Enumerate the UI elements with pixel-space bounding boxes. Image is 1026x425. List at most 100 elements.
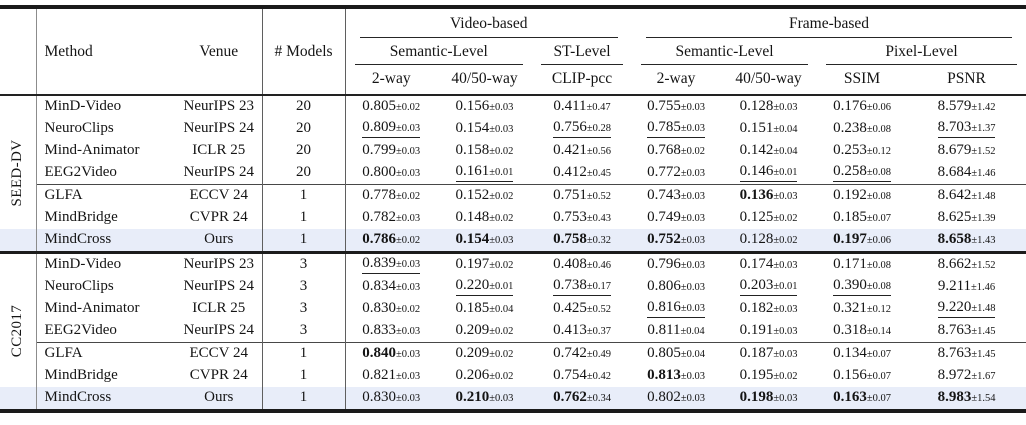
value-cell: 0.840±0.03 <box>345 342 437 365</box>
value-cell: 0.258±0.08 <box>817 162 907 185</box>
table-row: MindBridge CVPR 24 1 0.821±0.03 0.206±0.… <box>0 365 1026 387</box>
value-cell: 0.411±0.47 <box>553 97 611 114</box>
models-count-cell: 1 <box>261 342 346 365</box>
group-label-cell <box>0 207 37 229</box>
models-count-cell: 3 <box>261 276 346 298</box>
value-cell: 0.198±0.03 <box>720 387 818 411</box>
table-row: NeuroClips NeurIPS 24 3 0.834±0.03 0.220… <box>0 276 1026 298</box>
value-cell: 9.220±1.48 <box>907 298 1026 320</box>
table-header: Method Venue # Models Video-based Frame-… <box>0 7 1026 95</box>
value-cell: 0.182±0.03 <box>739 299 798 316</box>
models-count-cell: 1 <box>261 365 346 387</box>
group-label-cell <box>0 229 37 253</box>
value-cell: 0.805±0.02 <box>362 97 421 114</box>
venue-cell: CVPR 24 <box>189 367 248 384</box>
value-cell: 0.753±0.43 <box>553 208 611 225</box>
value-cell: 0.834±0.03 <box>362 277 421 294</box>
value-cell: 0.758±0.32 <box>532 229 633 253</box>
video-semantic-level-spanner: Semantic-Level <box>345 38 532 65</box>
method-cell: NeuroClips <box>44 120 114 137</box>
value-cell: 0.755±0.03 <box>647 97 705 114</box>
method-cell: EEG2Video <box>44 164 117 181</box>
group-label-cell <box>0 140 37 162</box>
models-count-cell: 3 <box>261 298 346 320</box>
value-cell: 0.806±0.03 <box>647 277 705 294</box>
group-label-cell <box>0 298 37 320</box>
venue-cell: NeurIPS 24 <box>183 120 254 137</box>
video-st-level-label: ST-Level <box>541 38 624 65</box>
table-row: Mind-Animator ICLR 25 3 0.830±0.02 0.185… <box>0 298 1026 320</box>
value-cell: 8.703±1.37 <box>907 118 1026 140</box>
group-label-cell <box>0 342 37 365</box>
method-cell: MinD-Video <box>36 251 176 276</box>
value-cell: 0.185±0.07 <box>833 208 891 225</box>
value-cell: 8.642±1.48 <box>907 184 1026 207</box>
models-count-cell: 1 <box>261 229 346 253</box>
group-label-header-cell <box>0 7 37 95</box>
value-cell: 0.152±0.02 <box>437 184 532 207</box>
benchmark-results-table: Method Venue # Models Video-based Frame-… <box>0 5 1026 413</box>
metric-header-video-4050way: 40/50-way <box>451 70 518 87</box>
table-body: MinD-Video NeurIPS 23 20 0.805±0.02 0.15… <box>0 95 1026 411</box>
group-label-cell <box>0 387 37 411</box>
models-count-cell: 1 <box>261 207 346 229</box>
value-cell: 0.151±0.04 <box>739 119 798 136</box>
value-cell: 9.211±1.46 <box>937 277 996 294</box>
value-cell: 8.684±1.46 <box>937 163 996 180</box>
value-cell: 0.786±0.02 <box>345 229 437 253</box>
metric-header-clip-pcc: CLIP-pcc <box>551 70 613 87</box>
frame-based-spanner: Frame-based <box>632 7 1026 38</box>
value-cell: 0.253±0.12 <box>833 141 891 158</box>
models-column-header: # Models <box>261 7 346 95</box>
table-row: GLFA ECCV 24 1 0.840±0.03 0.209±0.02 0.7… <box>0 342 1026 365</box>
table-row: MindCross Ours 1 0.830±0.03 0.210±0.03 0… <box>0 387 1026 411</box>
value-cell: 0.743±0.03 <box>632 184 721 207</box>
models-count-cell: 3 <box>261 320 346 343</box>
value-cell: 0.413±0.37 <box>553 321 611 338</box>
header-row-metrics: 2-way 40/50-way CLIP-pcc 2-way 40/50-way… <box>0 65 1026 95</box>
value-cell: 0.136±0.03 <box>720 184 818 207</box>
value-cell: 0.195±0.02 <box>739 366 798 383</box>
method-column-header: Method <box>44 42 93 60</box>
venue-cell: NeurIPS 24 <box>183 322 254 339</box>
venue-cell: CVPR 24 <box>189 209 248 226</box>
value-cell: 8.658±1.43 <box>907 229 1026 253</box>
value-cell: 0.778±0.02 <box>345 184 437 207</box>
value-cell: 0.156±0.03 <box>455 97 514 114</box>
header-row-subspanners: Semantic-Level ST-Level Semantic-Level P… <box>0 38 1026 65</box>
frame-semantic-level-label: Semantic-Level <box>641 38 809 65</box>
value-cell: 0.809±0.03 <box>345 118 437 140</box>
value-cell: 0.839±0.03 <box>345 251 437 276</box>
value-cell: 0.206±0.02 <box>455 366 514 383</box>
group-label-cell <box>0 118 37 140</box>
value-cell: 8.679±1.52 <box>937 141 996 158</box>
group-label-cell: CC2017 <box>0 305 37 357</box>
value-cell: 0.161±0.01 <box>437 162 532 185</box>
models-count-cell: 1 <box>261 387 346 411</box>
method-cell: MindBridge <box>44 367 118 384</box>
table-row: MinD-Video NeurIPS 23 20 0.805±0.02 0.15… <box>0 95 1026 118</box>
value-cell: 0.128±0.03 <box>739 97 798 114</box>
value-cell: 0.754±0.42 <box>553 366 611 383</box>
value-cell: 0.802±0.03 <box>632 387 721 411</box>
venue-cell: Ours <box>176 229 262 253</box>
value-cell: 0.752±0.03 <box>632 229 721 253</box>
method-cell: Mind-Animator <box>44 142 140 159</box>
value-cell: 8.662±1.52 <box>907 251 1026 276</box>
value-cell: 0.816±0.03 <box>632 298 720 320</box>
method-cell: MindCross <box>36 387 176 411</box>
models-count-cell: 3 <box>261 251 346 276</box>
metric-header-ssim: SSIM <box>843 70 881 87</box>
table-row: MindCross Ours 1 0.786±0.02 0.154±0.03 0… <box>0 229 1026 253</box>
value-cell: 0.134±0.07 <box>817 342 908 365</box>
value-cell: 0.154±0.03 <box>437 229 532 253</box>
value-cell: 0.125±0.02 <box>739 208 798 225</box>
venue-column-header: Venue <box>199 42 239 60</box>
frame-pixel-level-label: Pixel-Level <box>826 38 1018 65</box>
value-cell: 0.163±0.07 <box>817 387 908 411</box>
value-cell: 8.972±1.67 <box>937 366 996 383</box>
value-cell: 0.210±0.03 <box>437 387 532 411</box>
value-cell: 0.171±0.08 <box>817 251 908 276</box>
frame-pixel-level-spanner: Pixel-Level <box>817 38 1026 65</box>
value-cell: 0.738±0.17 <box>532 276 632 298</box>
